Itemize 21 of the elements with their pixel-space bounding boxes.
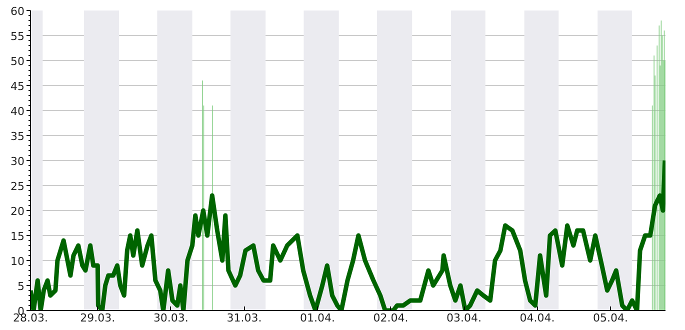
- x-tick-label: 02.04.: [373, 312, 408, 324]
- y-tick-label: 45: [10, 80, 25, 93]
- y-tick-label: 15: [10, 230, 25, 243]
- x-tick-label: 29.03.: [80, 312, 116, 324]
- x-tick-label: 01.04.: [300, 312, 335, 324]
- x-tick-label: 30.03.: [153, 312, 188, 324]
- y-tick-label: 30: [10, 155, 25, 168]
- x-tick-label: 05.04.: [593, 312, 628, 324]
- y-tick-label: 20: [10, 205, 25, 218]
- y-tick-label: 5: [18, 280, 24, 293]
- x-tick-label: 28.03.: [13, 312, 48, 324]
- y-tick-label: 55: [10, 30, 25, 43]
- x-tick-label: 04.04.: [520, 312, 555, 324]
- y-tick-label: 25: [10, 180, 25, 193]
- y-tick-label: 50: [10, 55, 25, 68]
- y-tick-label: 10: [10, 255, 25, 268]
- y-tick-label: 35: [10, 130, 25, 143]
- y-tick-label: 40: [10, 105, 25, 118]
- x-tick-label: 31.03.: [226, 312, 262, 324]
- x-tick-label: 03.04.: [446, 312, 482, 324]
- y-tick-label: 60: [10, 5, 25, 18]
